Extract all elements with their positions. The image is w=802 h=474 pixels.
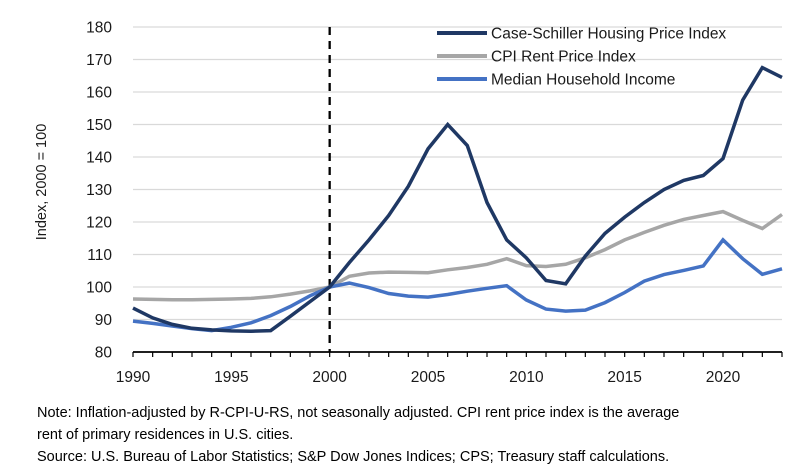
x-tick-label-1990: 1990: [116, 369, 151, 386]
gridlines: [133, 26, 782, 321]
x-tick-label-2000: 2000: [312, 369, 347, 386]
y-tick-label-160: 160: [86, 85, 112, 102]
y-tick-label-140: 140: [86, 150, 112, 167]
y-tick-label-90: 90: [95, 312, 113, 329]
y-axis-labels: 80 90 100 110 120 130 140 150 160 170 180: [86, 20, 112, 362]
y-axis-title: Index, 2000 = 100: [34, 124, 50, 241]
legend-item-median-household-income: Median Household Income: [437, 72, 675, 89]
chart-area: 1990 1995 2000 2005 2010 2015 2020 80 90 100 110 12…: [34, 20, 784, 386]
legend-item-case-schiller-housing-price-index: Case-Schiller Housing Price Index: [437, 26, 726, 43]
legend-label-cpi-rent-price-index: CPI Rent Price Index: [491, 49, 636, 66]
series-line-case-schiller-housing-price-index: [132, 65, 783, 333]
x-tick-label-2010: 2010: [509, 369, 544, 386]
y-tick-label-110: 110: [87, 247, 112, 264]
legend-label-median-household-income: Median Household Income: [491, 72, 675, 89]
y-tick-label-100: 100: [86, 280, 112, 297]
y-tick-label-120: 120: [86, 215, 112, 232]
source-text: Source: U.S. Bureau of Labor Statistics;…: [37, 449, 670, 465]
x-tick-label-2020: 2020: [706, 369, 741, 386]
x-tick-label-2005: 2005: [411, 369, 445, 386]
series-line-median-household-income: [132, 237, 783, 333]
y-tick-label-180: 180: [86, 20, 112, 37]
housing-price-line-chart: 1990 1995 2000 2005 2010 2015 2020 80 90 100 110 12…: [34, 20, 784, 386]
y-tick-label-150: 150: [86, 117, 112, 134]
x-tick-label-1995: 1995: [214, 369, 248, 386]
x-axis: 1990 1995 2000 2005 2010 2015 2020: [116, 351, 783, 386]
x-tick-label-2015: 2015: [607, 369, 641, 386]
note-text-line2: rent of primary residences in U.S. citie…: [37, 427, 294, 443]
series-line-cpi-rent-price-index: [132, 209, 784, 302]
y-tick-label-80: 80: [95, 345, 113, 362]
legend-item-cpi-rent-price-index: CPI Rent Price Index: [437, 49, 636, 66]
y-tick-label-170: 170: [86, 52, 112, 69]
legend: Case-Schiller Housing Price Index CPI Ren…: [437, 26, 726, 89]
y-tick-label-130: 130: [86, 182, 112, 199]
note-text-line1: Note: Inflation-adjusted by R-CPI-U-RS, …: [37, 405, 680, 421]
legend-label-case-schiller-housing-price-index: Case-Schiller Housing Price Index: [491, 26, 726, 43]
chart-footnotes: Note: Inflation-adjusted by R-CPI-U-RS, …: [37, 402, 797, 468]
